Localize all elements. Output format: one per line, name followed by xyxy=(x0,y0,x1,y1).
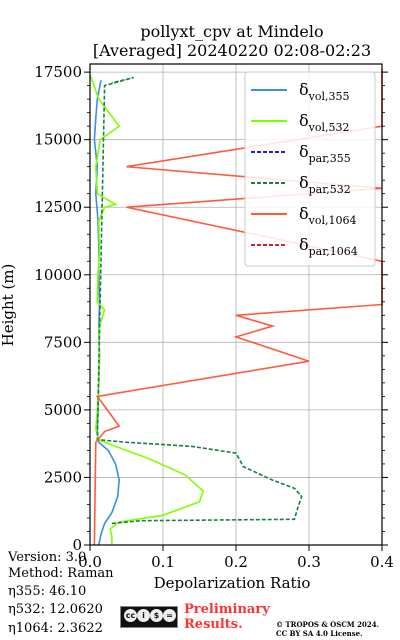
y-tick-label: 17500 xyxy=(34,63,82,81)
y-tick-label: 10000 xyxy=(34,266,82,284)
method-text: Method: Raman xyxy=(8,566,114,581)
legend-label: δvol,1064 xyxy=(299,204,357,227)
axis-ticks: 0.0 0.1 0.2 0.3 0.4 0 2500 5000 7500 10000 12500 15… xyxy=(34,63,394,571)
attribution-icon: i xyxy=(137,609,150,622)
chart-title: pollyxt_cpv at Mindelo xyxy=(140,22,324,41)
x-tick-label: 0.3 xyxy=(297,553,321,571)
y-tick-label: 12500 xyxy=(34,198,82,216)
x-tick-label: 0.1 xyxy=(151,553,175,571)
chart-subtitle: [Averaged] 20240220 02:08-02:23 xyxy=(92,41,372,60)
legend: δvol,355 δvol,532 δpar,355 δpar,532 δvol,106… xyxy=(244,71,376,267)
copyright-line2: CC BY SA 4.0 License. xyxy=(276,629,363,638)
preliminary-line2: Results. xyxy=(184,617,243,632)
legend-label: δpar,355 xyxy=(299,142,351,165)
x-tick-label: 0.0 xyxy=(78,553,102,571)
version-text: Version: 3.0 xyxy=(8,550,87,565)
y-tick-label: 15000 xyxy=(34,131,82,149)
preliminary-line1: Preliminary xyxy=(184,602,270,617)
noncommercial-icon: $ xyxy=(150,609,163,622)
x-tick-label: 0.4 xyxy=(370,553,394,571)
cc-license-badge: cc i $ = xyxy=(120,606,178,628)
series-line-par-532 xyxy=(96,76,303,525)
eta355-text: η355: 46.10 xyxy=(8,584,87,599)
y-tick-label: 5000 xyxy=(44,401,82,419)
copyright-line1: © TROPOS & OSCM 2024. xyxy=(276,620,380,629)
eta532-text: η532: 12.0620 xyxy=(8,602,103,617)
preliminary-results-note: Preliminary Results. xyxy=(184,602,270,632)
noderivs-icon: = xyxy=(163,609,176,622)
x-tick-label: 0.2 xyxy=(224,553,248,571)
y-tick-label: 2500 xyxy=(44,468,82,486)
copyright-note: © TROPOS & OSCM 2024. CC BY SA 4.0 Licen… xyxy=(276,620,379,638)
legend-label: δpar,1064 xyxy=(299,235,358,258)
legend-label: δvol,355 xyxy=(299,80,350,103)
y-tick-label: 0 xyxy=(72,536,82,554)
cc-icon: cc xyxy=(124,609,137,622)
eta1064-text: η1064: 2.3622 xyxy=(8,621,103,636)
y-axis-label: Height (m) xyxy=(0,264,17,347)
legend-label: δvol,532 xyxy=(299,111,350,134)
y-tick-label: 7500 xyxy=(44,333,82,351)
x-axis-label: Depolarization Ratio xyxy=(154,574,311,592)
series-line-vol-532 xyxy=(89,74,205,545)
legend-label: δpar,532 xyxy=(299,173,351,196)
